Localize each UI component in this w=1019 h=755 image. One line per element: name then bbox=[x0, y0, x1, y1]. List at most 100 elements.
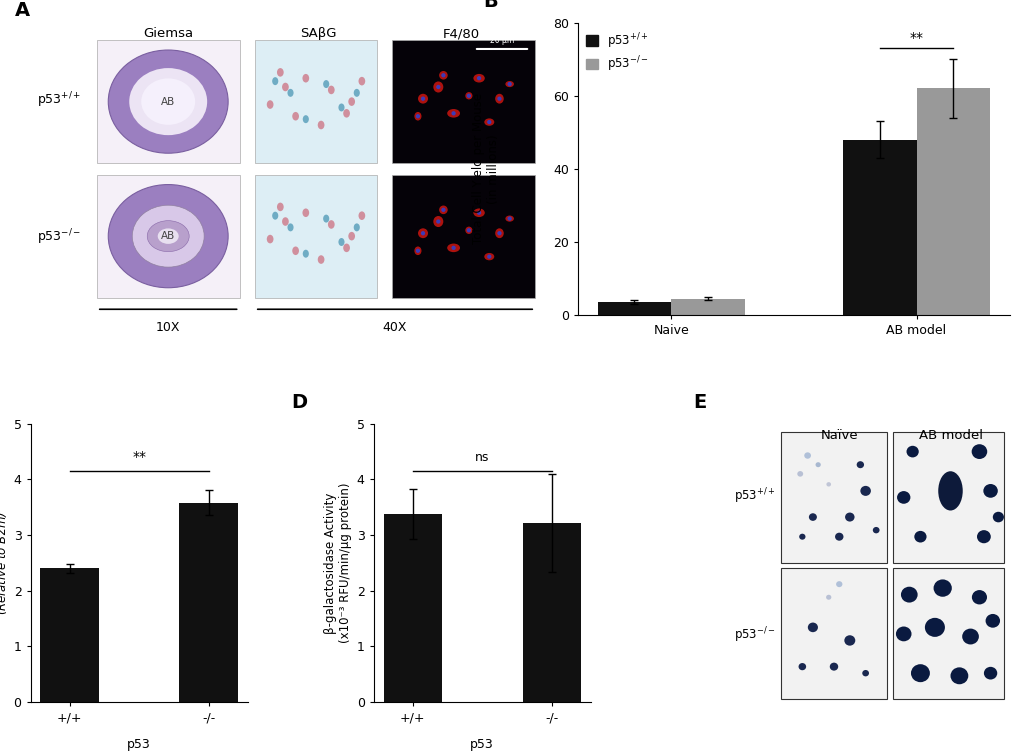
Circle shape bbox=[984, 614, 999, 627]
Ellipse shape bbox=[436, 85, 440, 89]
Ellipse shape bbox=[473, 74, 484, 82]
Ellipse shape bbox=[354, 223, 360, 231]
Text: D: D bbox=[290, 393, 307, 412]
Text: F4/80: F4/80 bbox=[442, 27, 479, 40]
Ellipse shape bbox=[327, 85, 334, 94]
Bar bbox=[892, 569, 1003, 699]
Ellipse shape bbox=[129, 68, 207, 135]
Ellipse shape bbox=[287, 223, 293, 231]
Ellipse shape bbox=[108, 50, 228, 153]
Ellipse shape bbox=[327, 220, 334, 229]
Bar bbox=[97, 40, 239, 163]
Text: SAβG: SAβG bbox=[300, 27, 336, 40]
Ellipse shape bbox=[323, 214, 329, 223]
Ellipse shape bbox=[267, 100, 273, 109]
Ellipse shape bbox=[416, 114, 420, 119]
Ellipse shape bbox=[441, 73, 445, 78]
Bar bbox=[392, 174, 535, 297]
Bar bbox=[916, 88, 989, 315]
Bar bbox=[41, 569, 99, 702]
Y-axis label: β-galactosidase Activity
(x10⁻³ RFU/min/μg protein): β-galactosidase Activity (x10⁻³ RFU/min/… bbox=[324, 482, 353, 643]
Ellipse shape bbox=[338, 238, 344, 246]
Circle shape bbox=[844, 513, 854, 522]
Ellipse shape bbox=[494, 94, 503, 103]
Ellipse shape bbox=[439, 71, 447, 79]
Ellipse shape bbox=[318, 255, 324, 263]
Circle shape bbox=[896, 491, 910, 504]
Circle shape bbox=[872, 527, 878, 533]
Circle shape bbox=[991, 512, 1003, 522]
Ellipse shape bbox=[358, 77, 365, 85]
Ellipse shape bbox=[446, 244, 460, 252]
Circle shape bbox=[910, 664, 929, 683]
Circle shape bbox=[900, 587, 917, 602]
Ellipse shape bbox=[342, 244, 350, 252]
Circle shape bbox=[971, 590, 986, 605]
Ellipse shape bbox=[504, 81, 514, 87]
Circle shape bbox=[835, 533, 843, 541]
Circle shape bbox=[932, 579, 951, 596]
Circle shape bbox=[808, 513, 816, 521]
Ellipse shape bbox=[303, 208, 309, 217]
Ellipse shape bbox=[418, 228, 428, 238]
Ellipse shape bbox=[497, 231, 501, 236]
Circle shape bbox=[976, 530, 989, 544]
Ellipse shape bbox=[497, 97, 501, 101]
Text: ns: ns bbox=[475, 451, 489, 464]
Text: **: ** bbox=[132, 450, 146, 464]
Ellipse shape bbox=[342, 109, 350, 118]
Bar bbox=[255, 40, 377, 163]
Bar bbox=[671, 299, 744, 315]
Ellipse shape bbox=[433, 82, 443, 93]
Ellipse shape bbox=[277, 202, 283, 211]
Ellipse shape bbox=[473, 208, 484, 217]
Ellipse shape bbox=[303, 116, 309, 123]
Ellipse shape bbox=[414, 246, 421, 255]
Ellipse shape bbox=[421, 231, 425, 236]
Circle shape bbox=[803, 452, 810, 459]
Text: A: A bbox=[15, 1, 31, 20]
Ellipse shape bbox=[484, 119, 494, 126]
Text: 40X: 40X bbox=[382, 321, 407, 334]
Ellipse shape bbox=[303, 74, 309, 82]
Circle shape bbox=[807, 623, 817, 632]
Y-axis label: $p16(Ink4a)$ Expression
(Relative to $B2m$): $p16(Ink4a)$ Expression (Relative to $B2… bbox=[0, 496, 9, 630]
Circle shape bbox=[924, 618, 944, 637]
Ellipse shape bbox=[347, 97, 355, 106]
Ellipse shape bbox=[937, 471, 962, 510]
Legend: p53$^{+/+}$, p53$^{-/-}$: p53$^{+/+}$, p53$^{-/-}$ bbox=[583, 29, 651, 76]
Ellipse shape bbox=[507, 82, 512, 86]
Ellipse shape bbox=[282, 83, 288, 91]
Text: 10X: 10X bbox=[156, 321, 180, 334]
Bar bbox=[781, 432, 886, 563]
Ellipse shape bbox=[287, 89, 293, 97]
X-axis label: p53: p53 bbox=[127, 738, 151, 751]
Ellipse shape bbox=[277, 68, 283, 77]
Ellipse shape bbox=[484, 253, 494, 260]
Circle shape bbox=[950, 667, 967, 684]
Ellipse shape bbox=[132, 205, 204, 267]
Ellipse shape bbox=[504, 215, 514, 222]
Ellipse shape bbox=[487, 254, 491, 259]
Bar bbox=[781, 569, 886, 699]
Circle shape bbox=[971, 444, 986, 459]
Ellipse shape bbox=[436, 220, 440, 223]
Circle shape bbox=[825, 482, 830, 486]
Ellipse shape bbox=[141, 79, 195, 125]
Circle shape bbox=[895, 627, 911, 641]
Text: p53$^{-/-}$: p53$^{-/-}$ bbox=[734, 625, 775, 645]
Ellipse shape bbox=[318, 121, 324, 129]
Ellipse shape bbox=[477, 76, 481, 80]
Bar bbox=[597, 302, 671, 315]
Ellipse shape bbox=[358, 211, 365, 220]
Text: p53$^{+/+}$: p53$^{+/+}$ bbox=[734, 486, 775, 506]
Ellipse shape bbox=[477, 211, 481, 215]
Ellipse shape bbox=[439, 205, 447, 214]
Ellipse shape bbox=[446, 109, 460, 118]
Bar bbox=[179, 503, 237, 702]
Ellipse shape bbox=[267, 235, 273, 243]
Ellipse shape bbox=[272, 211, 278, 220]
Ellipse shape bbox=[272, 77, 278, 85]
Circle shape bbox=[856, 461, 863, 468]
Ellipse shape bbox=[433, 216, 443, 227]
